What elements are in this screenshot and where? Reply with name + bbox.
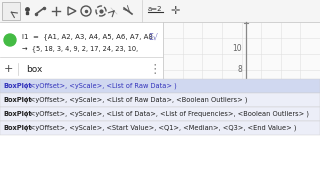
Text: a=2: a=2 — [148, 6, 162, 12]
Text: ⋮: ⋮ — [149, 62, 161, 75]
Text: ( <yOffset>, <yScale>, <List of Raw Data>, <Boolean Outliers> ): ( <yOffset>, <yScale>, <List of Raw Data… — [25, 97, 247, 103]
Text: ( <yOffset>, <yScale>, <Start Value>, <Q1>, <Median>, <Q3>, <End Value> ): ( <yOffset>, <yScale>, <Start Value>, <Q… — [25, 125, 297, 131]
Text: 8: 8 — [237, 65, 242, 74]
Circle shape — [4, 34, 16, 46]
Text: BoxPlot: BoxPlot — [3, 111, 31, 117]
Text: BoxPlot: BoxPlot — [3, 97, 31, 103]
Text: ( <yOffset>, <yScale>, <List of Data>, <List of Frequencies>, <Boolean Outliers>: ( <yOffset>, <yScale>, <List of Data>, <… — [25, 111, 309, 117]
Bar — [0, 93, 320, 107]
Text: BoxPlot: BoxPlot — [3, 125, 31, 131]
Bar — [0, 0, 320, 22]
Text: →  {5, 18, 3, 4, 9, 2, 17, 24, 23, 10,: → {5, 18, 3, 4, 9, 2, 17, 24, 23, 10, — [22, 46, 138, 52]
Bar — [0, 107, 320, 121]
Text: +: + — [3, 64, 13, 74]
Text: 2: 2 — [237, 101, 242, 110]
Text: 10: 10 — [232, 44, 242, 53]
Text: Σ√: Σ√ — [148, 33, 158, 42]
Bar — [163, 22, 320, 117]
Bar — [0, 121, 320, 135]
Text: I1  =  {A1, A2, A3, A4, A5, A6, A7, A8: I1 = {A1, A2, A3, A4, A5, A6, A7, A8 — [22, 34, 153, 40]
Bar — [0, 79, 320, 93]
Text: ( <yOffset>, <yScale>, <List of Raw Data> ): ( <yOffset>, <yScale>, <List of Raw Data… — [25, 83, 177, 89]
Text: box: box — [26, 64, 42, 73]
Text: ✛: ✛ — [170, 6, 180, 16]
Bar — [2, 2, 20, 20]
Bar — [0, 22, 163, 180]
Text: BoxPlot: BoxPlot — [3, 83, 31, 89]
